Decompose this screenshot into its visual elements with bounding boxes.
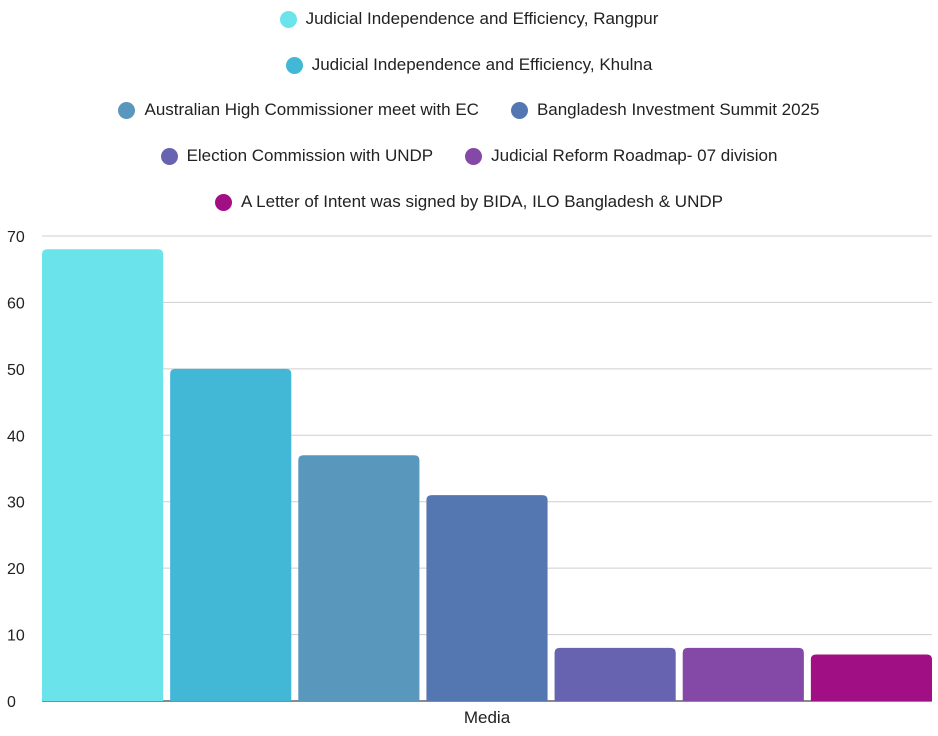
legend-item[interactable]: Election Commission with UNDP <box>160 146 434 166</box>
legend-swatch-icon <box>215 193 233 211</box>
legend-label: Australian High Commissioner meet with E… <box>144 100 479 119</box>
legend-item[interactable]: A Letter of Intent was signed by BIDA, I… <box>215 192 723 212</box>
bar[interactable] <box>554 647 676 701</box>
bar[interactable] <box>810 654 932 702</box>
y-tick-label: 30 <box>7 495 25 512</box>
legend-label: Election Commission with UNDP <box>186 146 434 165</box>
legend-label: A Letter of Intent was signed by BIDA, I… <box>241 192 723 211</box>
legend-row-5: A Letter of Intent was signed by BIDA, I… <box>0 192 938 212</box>
legend-swatch-icon <box>279 10 297 28</box>
legend-item[interactable]: Judicial Independence and Efficiency, Kh… <box>285 55 653 75</box>
y-tick-label: 20 <box>7 561 25 578</box>
y-tick-label: 70 <box>7 229 25 246</box>
legend-swatch-icon <box>510 101 528 119</box>
y-tick-label: 0 <box>7 694 16 711</box>
legend-label: Bangladesh Investment Summit 2025 <box>536 100 820 119</box>
bar[interactable] <box>170 368 292 701</box>
legend-item[interactable]: Australian High Commissioner meet with E… <box>118 100 479 120</box>
y-tick-label: 40 <box>7 428 25 445</box>
legend-label: Judicial Independence and Efficiency, Ra… <box>305 9 659 28</box>
legend-item[interactable]: Judicial Independence and Efficiency, Ra… <box>279 9 659 29</box>
x-category-label: Media <box>464 708 511 727</box>
legend-swatch-icon <box>160 147 178 165</box>
legend-row-1: Judicial Independence and Efficiency, Ra… <box>0 9 938 29</box>
legend-row-2: Judicial Independence and Efficiency, Kh… <box>0 55 938 75</box>
bar[interactable] <box>42 249 164 702</box>
bar[interactable] <box>298 455 420 701</box>
y-tick-label: 50 <box>7 362 25 379</box>
y-tick-label: 60 <box>7 295 25 312</box>
legend-swatch-icon <box>285 56 303 74</box>
legend-label: Judicial Independence and Efficiency, Kh… <box>311 55 653 74</box>
y-tick-label: 10 <box>7 628 25 645</box>
legend-item[interactable]: Bangladesh Investment Summit 2025 <box>510 100 820 120</box>
bar[interactable] <box>682 647 804 701</box>
legend-row-4: Election Commission with UNDP Judicial R… <box>0 146 938 166</box>
bar[interactable] <box>426 495 548 701</box>
legend-row-3: Australian High Commissioner meet with E… <box>0 100 938 120</box>
legend-swatch-icon <box>118 101 136 119</box>
legend-item[interactable]: Judicial Reform Roadmap- 07 division <box>465 146 777 166</box>
legend-swatch-icon <box>465 147 483 165</box>
legend-label: Judicial Reform Roadmap- 07 division <box>491 146 778 165</box>
